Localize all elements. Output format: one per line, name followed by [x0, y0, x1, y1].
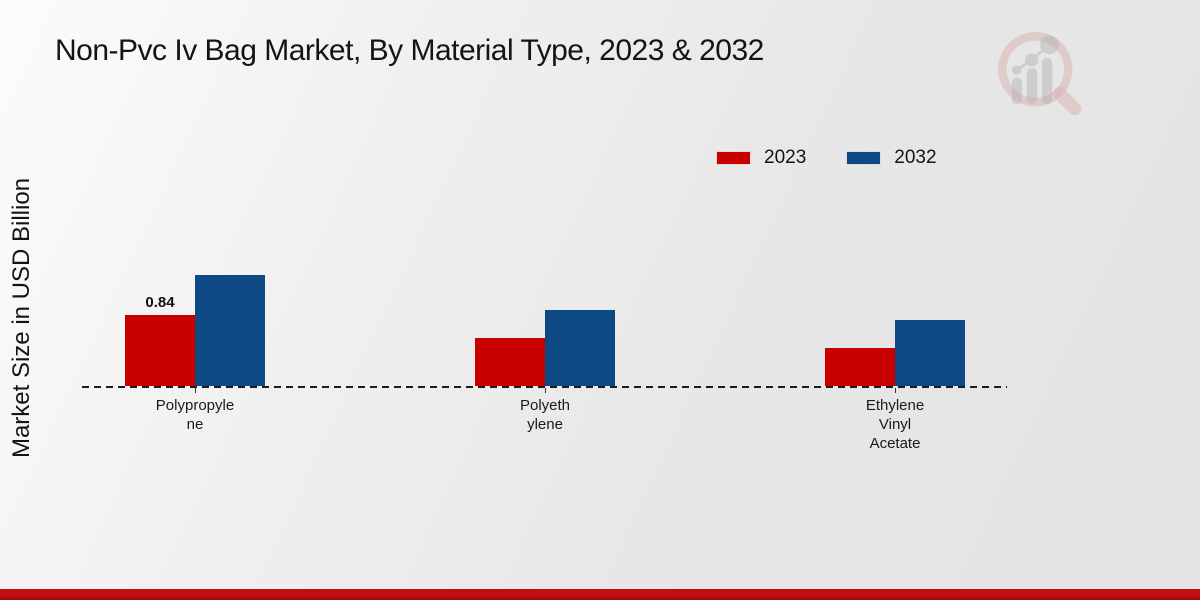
- legend-swatch-2023-icon: [716, 151, 751, 165]
- bar-2023-Polypropylene: [125, 315, 195, 386]
- category-label-Polyethylene: Polyeth ylene: [519, 397, 571, 433]
- x-axis-tick: [195, 388, 196, 393]
- legend-label-2032: 2032: [894, 147, 937, 168]
- legend-item-2023: 2023: [716, 147, 806, 169]
- mrfr-logo-watermark: [998, 32, 1082, 116]
- chart-title: Non-Pvc Iv Bag Market, By Material Type,…: [55, 34, 764, 67]
- legend-swatch-2032-icon: [846, 151, 882, 165]
- legend-item-2032: 2032: [846, 147, 937, 169]
- bar-growth-icon: [1011, 35, 1059, 105]
- bar-2032-Ethylene Vinyl Acetate: [895, 320, 965, 386]
- plot-area: 0.84 Polypropyle ne Polyeth ylene Ethylene …: [82, 0, 1007, 480]
- bar-value-label: 0.84: [145, 294, 175, 311]
- category-label-Ethylene Vinyl Acetate: Ethylene Vinyl Acetate: [865, 397, 925, 452]
- x-axis-tick: [545, 388, 546, 393]
- footer-red-bar: [0, 589, 1200, 600]
- bar-2023-Ethylene Vinyl Acetate: [825, 348, 895, 386]
- bar-2032-Polypropylene: [195, 275, 265, 386]
- legend: 2023 2032: [716, 147, 937, 169]
- magnifier-handle-icon: [1053, 87, 1082, 116]
- bar-2032-Polyethylene: [545, 310, 615, 386]
- y-axis-label: Market Size in USD Billion: [8, 177, 35, 459]
- x-axis-tick: [895, 388, 896, 393]
- bar-2023-Polyethylene: [475, 338, 545, 386]
- x-axis-baseline: [82, 386, 1007, 388]
- category-label-Polypropylene: Polypropyle ne: [155, 397, 235, 433]
- legend-label-2023: 2023: [764, 147, 807, 168]
